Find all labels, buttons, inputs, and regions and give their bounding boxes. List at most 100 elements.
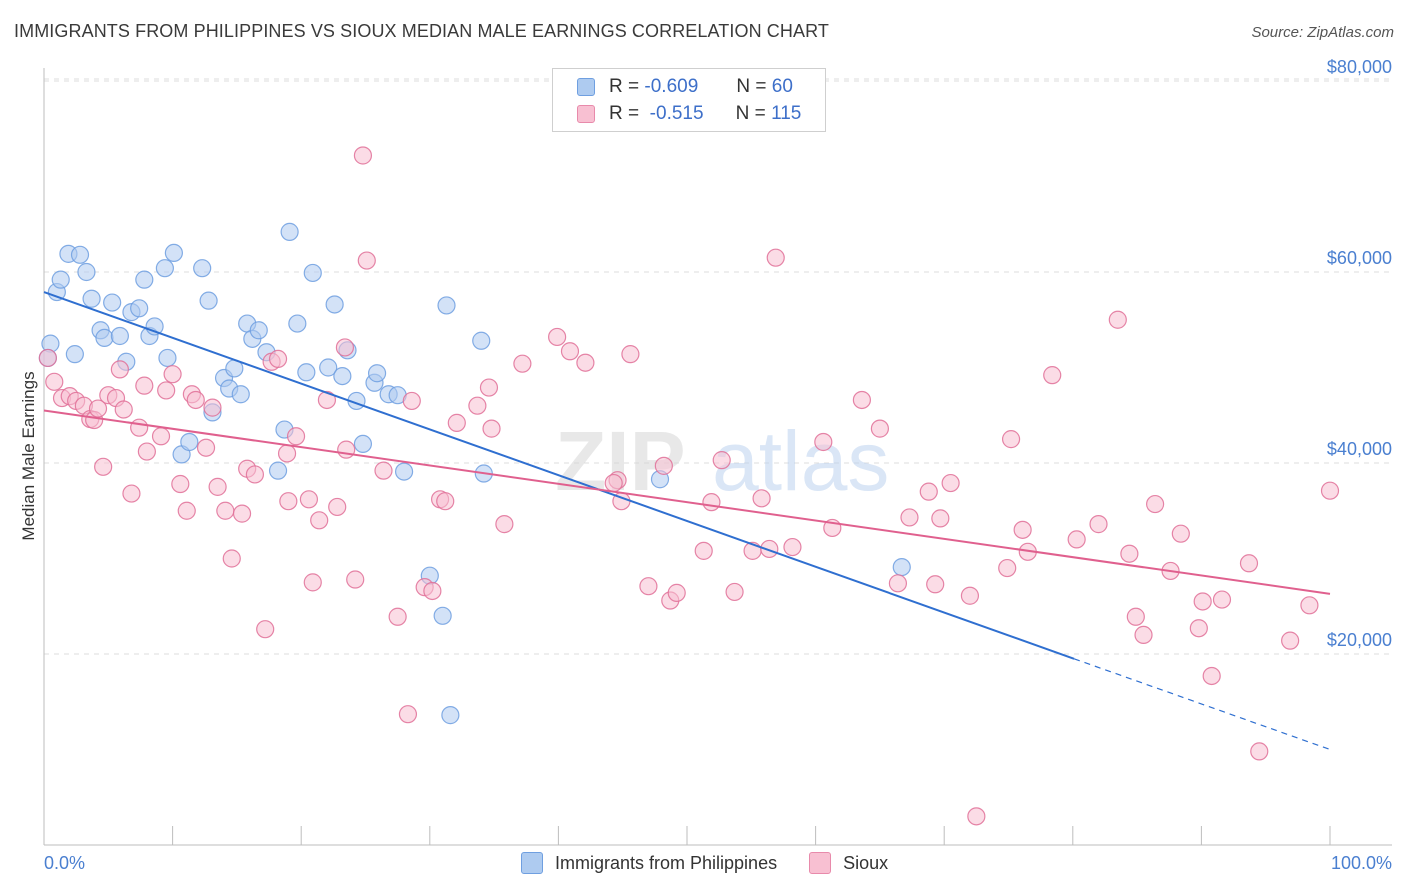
point-sioux bbox=[135, 376, 154, 395]
legend-row-sioux: R = -0.515 N = 115 bbox=[577, 102, 801, 126]
point-sioux bbox=[870, 419, 890, 438]
point-philippines bbox=[892, 557, 911, 577]
point-sioux bbox=[479, 378, 499, 397]
y-tick-label: $20,000 bbox=[1327, 630, 1392, 650]
legend-r-label: R = bbox=[609, 103, 640, 124]
trend-lines bbox=[43, 291, 1331, 751]
legend-n-label: N = bbox=[736, 76, 767, 97]
point-sioux bbox=[1250, 742, 1269, 761]
point-sioux bbox=[122, 484, 141, 503]
point-sioux bbox=[967, 807, 986, 826]
point-sioux bbox=[423, 581, 442, 601]
point-sioux bbox=[1001, 430, 1021, 449]
legend-swatch-philippines bbox=[577, 78, 595, 96]
axes: $20,000 $40,000 $60,000 $80,000 0.0% 100.0% bbox=[43, 57, 1392, 873]
point-sioux bbox=[328, 497, 347, 517]
point-philippines bbox=[193, 259, 212, 278]
point-sioux bbox=[513, 354, 532, 373]
bottom-legend-sioux: Sioux bbox=[809, 852, 888, 874]
point-sioux bbox=[38, 348, 57, 368]
legend-r-value: -0.515 bbox=[649, 103, 704, 124]
point-sioux bbox=[357, 251, 376, 270]
watermark-atlas: atlas bbox=[712, 414, 889, 508]
x-tick-label: 100.0% bbox=[1331, 853, 1392, 873]
point-sioux bbox=[216, 501, 235, 520]
point-sioux bbox=[1171, 524, 1190, 543]
point-philippines bbox=[268, 461, 288, 480]
point-sioux bbox=[1212, 590, 1232, 609]
point-sioux bbox=[171, 474, 190, 494]
point-sioux bbox=[941, 473, 960, 493]
point-philippines bbox=[130, 299, 149, 318]
point-philippines bbox=[333, 366, 352, 386]
point-sioux bbox=[712, 451, 731, 470]
legend-n-label: N = bbox=[735, 103, 766, 124]
legend-row-philippines: R = -0.609 N = 60 bbox=[577, 75, 793, 99]
point-philippines bbox=[82, 289, 101, 308]
point-sioux bbox=[702, 493, 721, 512]
point-sioux bbox=[196, 438, 216, 457]
point-sioux bbox=[725, 582, 744, 602]
point-philippines bbox=[70, 245, 90, 264]
point-sioux bbox=[130, 418, 149, 437]
point-sioux bbox=[208, 477, 227, 496]
point-sioux bbox=[560, 342, 580, 361]
point-sioux bbox=[654, 456, 673, 475]
y-axis-title: Median Male Earnings bbox=[19, 371, 38, 540]
point-sioux bbox=[1013, 520, 1032, 539]
point-philippines bbox=[95, 328, 114, 347]
point-sioux bbox=[268, 349, 288, 369]
point-sioux bbox=[1108, 310, 1127, 329]
point-sioux bbox=[694, 541, 713, 560]
point-sioux bbox=[919, 482, 938, 501]
point-sioux bbox=[45, 372, 64, 391]
point-philippines bbox=[231, 385, 250, 404]
legend-n-value: 60 bbox=[771, 76, 793, 97]
point-sioux bbox=[310, 511, 329, 530]
bottom-legend-swatch-philippines bbox=[521, 852, 543, 874]
series-sioux-points bbox=[38, 146, 1340, 826]
point-sioux bbox=[926, 575, 945, 594]
point-sioux bbox=[277, 444, 297, 463]
y-tick-label: $60,000 bbox=[1327, 248, 1392, 268]
point-sioux bbox=[398, 705, 418, 724]
point-sioux bbox=[1320, 481, 1340, 500]
point-sioux bbox=[279, 492, 298, 511]
point-sioux bbox=[1300, 596, 1319, 615]
point-sioux bbox=[163, 365, 182, 384]
point-philippines bbox=[65, 345, 84, 364]
point-philippines bbox=[77, 262, 96, 282]
point-sioux bbox=[1134, 625, 1153, 645]
point-sioux bbox=[151, 427, 171, 446]
point-sioux bbox=[447, 413, 466, 432]
point-sioux bbox=[766, 248, 785, 267]
point-sioux bbox=[1043, 366, 1062, 385]
trendline-philippines bbox=[43, 291, 1075, 660]
point-philippines bbox=[319, 358, 338, 377]
point-sioux bbox=[88, 399, 108, 418]
trendline-philippines-extension bbox=[1073, 658, 1331, 751]
point-sioux bbox=[436, 492, 455, 511]
point-sioux bbox=[245, 465, 265, 484]
point-philippines bbox=[353, 434, 373, 453]
point-philippines bbox=[437, 296, 456, 315]
point-sioux bbox=[157, 381, 176, 400]
point-sioux bbox=[482, 419, 501, 438]
point-sioux bbox=[1189, 619, 1208, 638]
trendline-sioux bbox=[43, 409, 1331, 595]
gridlines bbox=[44, 78, 1392, 655]
bottom-legend-label-sioux: Sioux bbox=[843, 852, 889, 873]
point-sioux bbox=[1193, 592, 1212, 611]
point-philippines bbox=[280, 222, 299, 241]
point-sioux bbox=[1089, 515, 1108, 534]
point-sioux bbox=[317, 390, 337, 410]
legend: R = -0.609 N = 60 R = -0.515 N = 115 bbox=[552, 68, 826, 132]
point-philippines bbox=[297, 363, 316, 382]
point-sioux bbox=[346, 570, 365, 589]
bottom-legend-philippines: Immigrants from Philippines bbox=[521, 852, 777, 874]
point-sioux bbox=[177, 501, 196, 520]
point-sioux bbox=[931, 509, 950, 528]
point-sioux bbox=[303, 573, 322, 592]
point-sioux bbox=[1146, 494, 1165, 514]
point-sioux bbox=[495, 515, 514, 534]
